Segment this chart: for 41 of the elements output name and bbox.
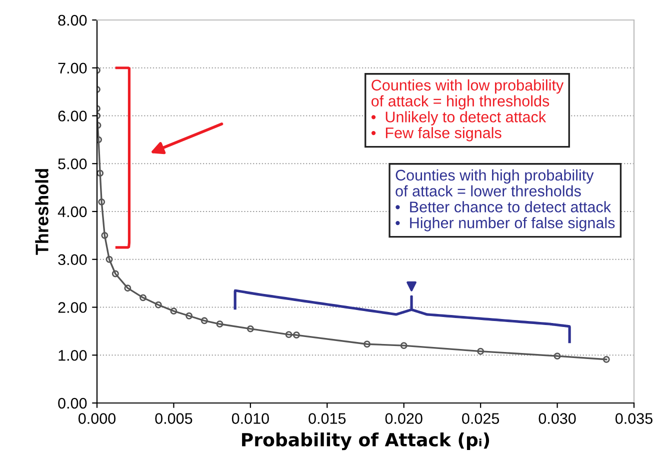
y-tick-label: 0.00 xyxy=(58,398,87,409)
x-tick-label: 0.035 xyxy=(615,413,652,424)
point xyxy=(285,331,292,338)
y-tick-label: 4.00 xyxy=(58,206,87,218)
point xyxy=(140,294,146,302)
x-tick-label: 0.000 xyxy=(78,413,116,424)
y-tick-label: 8.00 xyxy=(58,14,87,26)
point xyxy=(106,256,113,263)
x-tick-label: 0.020 xyxy=(385,413,422,424)
x-tick-label: 0.030 xyxy=(538,413,576,424)
point xyxy=(186,312,193,320)
y-tick-label: 1.00 xyxy=(58,350,87,361)
x-tick-label: 0.025 xyxy=(462,413,500,424)
y-tick-label: 3.00 xyxy=(58,254,87,266)
y-axis-title: Threshold xyxy=(35,169,48,255)
point xyxy=(154,301,162,308)
y-tick-label: 6.00 xyxy=(58,110,87,122)
point xyxy=(124,284,132,292)
annotation: Counties with high probability of attack = lower thresholds • Better chance to detect attack • Higher number of false signals xyxy=(396,169,615,232)
point xyxy=(554,352,561,360)
y-tick-label: 2.00 xyxy=(58,302,87,313)
annotation: Counties with low probability of attack = high thresholds • Unlikely to detect attack • Few false signals xyxy=(371,79,564,142)
point xyxy=(170,308,178,315)
point xyxy=(216,320,224,328)
x-tick-label: 0.005 xyxy=(155,413,192,424)
point xyxy=(101,232,108,239)
x-tick-label: 0.015 xyxy=(308,413,346,424)
point xyxy=(97,170,104,177)
point xyxy=(200,317,208,324)
point xyxy=(477,348,484,355)
point xyxy=(400,342,408,350)
point xyxy=(292,332,300,338)
x-tick-label: 0.010 xyxy=(232,413,269,424)
y-tick-label: 7.00 xyxy=(58,62,87,74)
point xyxy=(246,325,254,332)
point xyxy=(112,270,119,278)
y-tick-label: 5.00 xyxy=(58,158,87,170)
point xyxy=(98,198,106,206)
x-axis-title: Probability of Attack (pᵢ) xyxy=(242,432,490,450)
point xyxy=(602,356,610,363)
point xyxy=(364,340,371,348)
